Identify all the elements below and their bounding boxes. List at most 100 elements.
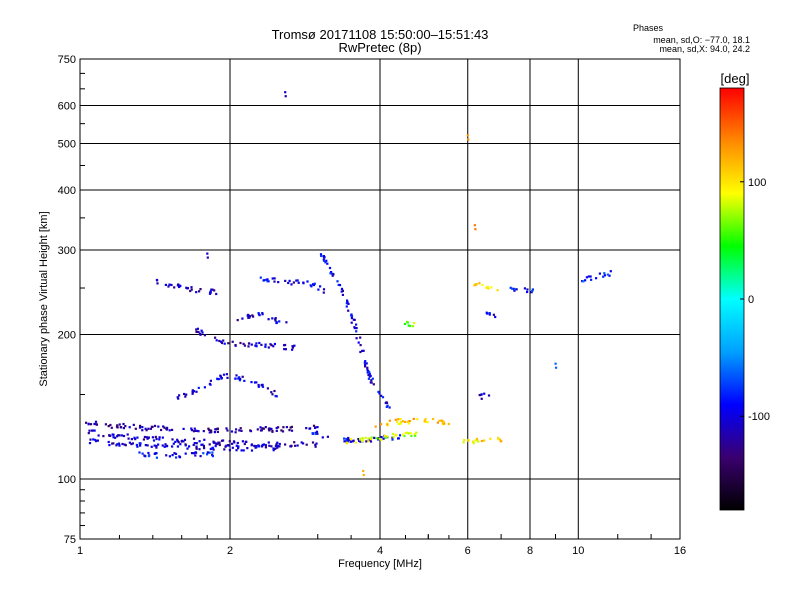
echo-point <box>555 366 558 369</box>
echo-point <box>325 259 328 262</box>
echo-point <box>282 426 285 429</box>
echo-point <box>492 313 495 316</box>
echo-point <box>366 368 369 371</box>
echo-point <box>210 288 213 291</box>
echo-point <box>192 437 196 440</box>
echo-point <box>292 281 295 284</box>
echo-point <box>209 290 212 293</box>
echo-point <box>150 445 153 448</box>
echo-point <box>87 423 90 426</box>
echo-point <box>245 440 248 443</box>
echo-point <box>141 429 144 432</box>
echo-point <box>250 449 254 452</box>
echo-point <box>273 280 276 283</box>
echo-point <box>190 286 193 289</box>
echo-point <box>178 285 181 289</box>
echo-point <box>488 313 491 316</box>
y-tick-label: 300 <box>58 245 76 257</box>
echo-point <box>370 436 373 439</box>
echo-point <box>349 438 352 441</box>
echo-point <box>289 426 292 429</box>
echo-point <box>261 385 265 388</box>
echo-point <box>222 339 225 342</box>
echo-point <box>241 375 244 378</box>
echo-point <box>415 431 418 434</box>
echo-point <box>257 445 261 448</box>
echo-point <box>152 439 156 442</box>
echo-point <box>213 289 216 292</box>
echo-point <box>191 391 194 394</box>
echo-point <box>163 426 166 429</box>
echo-point <box>157 425 160 428</box>
echo-point <box>289 445 292 448</box>
echo-point <box>198 440 201 443</box>
echo-point <box>287 281 290 285</box>
echo-point <box>218 441 221 444</box>
echo-point <box>290 425 293 428</box>
echo-point <box>158 436 161 439</box>
x-axis-ticks: 1 2 4 6 8 10 16 <box>77 534 686 557</box>
echo-point <box>365 440 368 443</box>
echo-point <box>243 442 246 446</box>
echo-point <box>92 438 95 441</box>
echo-point <box>367 437 370 440</box>
echo-point <box>163 445 166 448</box>
echo-point <box>369 440 373 443</box>
echo-point <box>151 436 154 439</box>
echo-point <box>294 444 297 447</box>
echo-point <box>240 449 243 452</box>
echo-point <box>195 429 198 432</box>
echo-point <box>154 435 157 438</box>
echo-point <box>153 444 156 447</box>
echo-point <box>124 425 127 428</box>
echo-point <box>225 427 228 430</box>
echo-point <box>350 314 353 317</box>
echo-point <box>260 445 263 448</box>
echo-point <box>609 270 612 273</box>
echo-point <box>362 469 365 473</box>
echo-point <box>258 314 261 317</box>
echo-point <box>226 376 229 379</box>
plot-frame <box>79 58 681 540</box>
echo-point <box>174 452 178 455</box>
echo-point <box>345 442 349 445</box>
echo-point <box>380 394 383 397</box>
echo-point <box>273 389 276 393</box>
echo-point <box>270 427 273 430</box>
echo-point <box>380 423 383 426</box>
phases-x-stats: mean, sd,X: 94.0, 24.2 <box>659 44 750 54</box>
echo-point <box>264 345 267 348</box>
echo-point <box>190 288 193 291</box>
echo-point <box>211 446 214 449</box>
echo-point <box>364 365 367 368</box>
echo-point <box>272 449 275 452</box>
echo-point <box>391 432 395 435</box>
echo-point <box>178 284 181 287</box>
echo-point <box>276 441 279 444</box>
echo-point <box>291 348 294 351</box>
echo-point <box>291 345 294 348</box>
echo-point <box>114 436 117 439</box>
echo-point <box>394 418 397 421</box>
echo-point <box>198 332 201 335</box>
echo-point <box>250 443 254 446</box>
echo-point <box>432 417 435 421</box>
echo-point <box>399 421 402 424</box>
echo-point <box>314 445 317 448</box>
echo-point <box>180 439 184 442</box>
echo-point <box>471 440 475 443</box>
echo-point <box>197 430 200 433</box>
echo-point <box>426 421 429 424</box>
echo-point <box>155 437 158 441</box>
echo-point <box>112 442 115 445</box>
echo-point <box>268 444 271 447</box>
echo-point <box>154 452 157 455</box>
echo-point <box>322 291 325 294</box>
echo-point <box>406 431 409 434</box>
echo-point <box>258 341 261 345</box>
echo-point <box>192 452 195 455</box>
echo-point <box>251 314 254 317</box>
echo-point <box>206 453 209 456</box>
echo-point <box>220 377 223 380</box>
echo-point <box>357 341 360 344</box>
